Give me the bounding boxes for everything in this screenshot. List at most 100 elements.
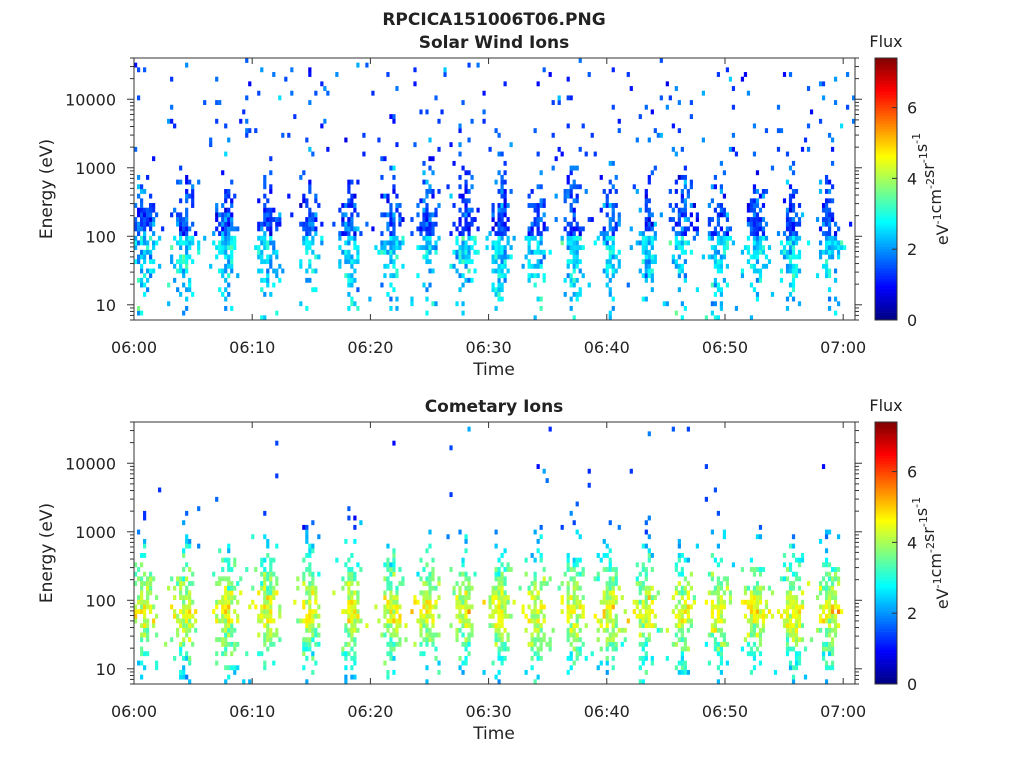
spectrogram-cell bbox=[641, 655, 645, 661]
spectrogram-cell bbox=[458, 231, 462, 236]
spectrogram-cell bbox=[716, 599, 721, 605]
spectrogram-cell bbox=[650, 259, 654, 265]
colorbar-segment bbox=[875, 283, 897, 287]
spectrogram-cell bbox=[266, 212, 270, 218]
spectrogram-cell bbox=[746, 599, 751, 605]
colorbar-segment bbox=[875, 280, 897, 284]
spectrogram-cell bbox=[224, 679, 228, 685]
spectrogram-cell bbox=[170, 254, 174, 260]
spectrogram-cell bbox=[461, 581, 465, 586]
spectrogram-cell bbox=[608, 520, 612, 526]
x-tick-label: 06:30 bbox=[466, 338, 512, 357]
spectrogram-cell bbox=[827, 235, 832, 241]
spectrogram-cell bbox=[365, 221, 369, 227]
spectrogram-cell bbox=[383, 240, 387, 246]
spectrogram-cell bbox=[542, 632, 546, 638]
spectrogram-cell bbox=[311, 249, 315, 255]
spectrogram-cell bbox=[191, 623, 195, 629]
spectrogram-cell bbox=[353, 655, 357, 661]
spectrogram-cell bbox=[179, 217, 183, 222]
spectrogram-cell bbox=[650, 273, 654, 279]
spectrogram-cell bbox=[788, 263, 793, 269]
spectrogram-cell bbox=[758, 193, 763, 199]
spectrogram-cell bbox=[686, 217, 690, 222]
spectrogram-cell bbox=[140, 576, 144, 582]
spectrogram-cell bbox=[611, 567, 615, 572]
spectrogram-cell bbox=[638, 585, 642, 591]
spectrogram-cell bbox=[425, 179, 429, 185]
spectrogram-cell bbox=[413, 641, 417, 647]
spectrogram-cell bbox=[536, 613, 540, 619]
spectrogram-cell bbox=[146, 240, 150, 246]
spectrogram-cell bbox=[473, 268, 477, 274]
spectrogram-cell bbox=[215, 581, 219, 586]
spectrogram-cell bbox=[668, 189, 672, 194]
spectrogram-cell bbox=[695, 212, 699, 218]
spectrogram-cell bbox=[266, 538, 270, 544]
spectrogram-cell bbox=[749, 590, 754, 596]
spectrogram-cell bbox=[425, 590, 429, 596]
colorbar-segment bbox=[875, 288, 897, 292]
spectrogram-cell bbox=[791, 627, 796, 633]
spectrogram-cell bbox=[428, 156, 432, 162]
spectrogram-cell bbox=[581, 613, 585, 619]
spectrogram-cell bbox=[560, 595, 564, 600]
spectrogram-cell bbox=[830, 609, 835, 615]
spectrogram-cell bbox=[263, 632, 267, 638]
spectrogram-cell bbox=[497, 604, 501, 610]
spectrogram-cell bbox=[338, 245, 342, 251]
spectrogram-cell bbox=[644, 296, 648, 302]
spectrogram-cell bbox=[260, 249, 264, 255]
spectrogram-cell bbox=[134, 604, 138, 610]
spectrogram-cell bbox=[230, 268, 234, 274]
spectrogram-cell bbox=[566, 259, 570, 265]
spectrogram-cell bbox=[536, 548, 540, 554]
spectrogram-cell bbox=[497, 235, 501, 241]
colorbar-segment bbox=[875, 529, 897, 533]
spectrogram-cell bbox=[710, 310, 714, 316]
spectrogram-cell bbox=[299, 301, 303, 307]
spectrogram-cell bbox=[746, 585, 751, 591]
spectrogram-cell bbox=[392, 231, 396, 236]
spectrogram-cell bbox=[527, 249, 531, 255]
spectrogram-cell bbox=[527, 245, 531, 251]
spectrogram-cell bbox=[614, 618, 618, 624]
spectrogram-cell bbox=[836, 623, 841, 629]
spectrogram-cell bbox=[824, 240, 829, 246]
spectrogram-cell bbox=[755, 590, 760, 596]
spectrogram-cell bbox=[536, 273, 540, 279]
spectrogram-cell bbox=[788, 231, 793, 236]
spectrogram-cell bbox=[782, 254, 787, 260]
spectrogram-cell bbox=[716, 263, 721, 269]
spectrogram-cell bbox=[713, 249, 717, 255]
spectrogram-cell bbox=[497, 151, 501, 157]
spectrogram-cell bbox=[263, 576, 267, 582]
spectrogram-cell bbox=[395, 296, 399, 302]
colorbar-segment bbox=[875, 555, 897, 559]
colorbar-segment bbox=[875, 668, 897, 672]
spectrogram-cell bbox=[221, 249, 225, 255]
spectrogram-cell bbox=[224, 287, 228, 293]
spectrogram-cell bbox=[752, 203, 757, 208]
spectrogram-cell bbox=[458, 604, 462, 610]
spectrogram-cell bbox=[533, 609, 537, 615]
spectrogram-cell bbox=[449, 567, 453, 572]
spectrogram-cell bbox=[494, 287, 498, 293]
spectrogram-cell bbox=[266, 254, 270, 260]
spectrogram-cell bbox=[836, 240, 841, 246]
spectrogram-cell bbox=[602, 613, 606, 619]
colorbar-segment bbox=[875, 154, 897, 158]
spectrogram-cell bbox=[497, 273, 501, 279]
spectrogram-cell bbox=[494, 291, 498, 297]
spectrogram-cell bbox=[140, 263, 144, 269]
spectrogram-cell bbox=[308, 184, 312, 190]
spectrogram-cell bbox=[500, 245, 504, 251]
spectrogram-cell bbox=[350, 203, 354, 208]
spectrogram-cell bbox=[758, 599, 763, 605]
spectrogram-cell bbox=[458, 529, 462, 535]
spectrogram-cell bbox=[521, 263, 525, 269]
spectrogram-cell bbox=[389, 585, 393, 591]
spectrogram-cell bbox=[308, 179, 312, 185]
spectrogram-cell bbox=[233, 235, 237, 241]
spectrogram-cell bbox=[437, 595, 441, 600]
